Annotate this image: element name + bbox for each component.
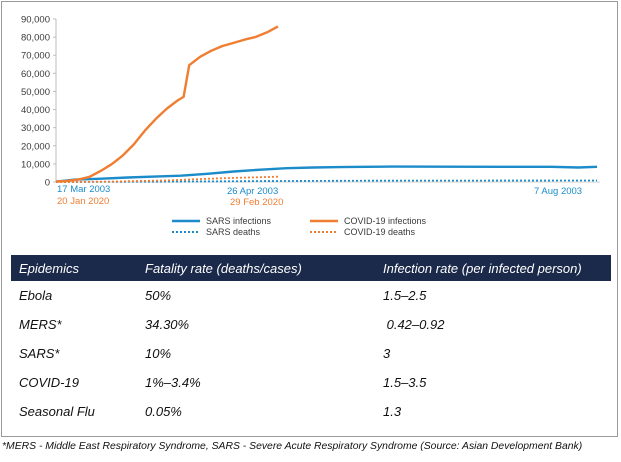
- y-tick-label: 90,000: [21, 15, 50, 26]
- cell-fatality-rate: 50%: [145, 288, 172, 303]
- cell-infection-rate: 3: [383, 346, 391, 361]
- x-label-covid-start: 20 Jan 2020: [57, 196, 109, 207]
- y-tick-label: 30,000: [21, 123, 50, 134]
- covid-deaths-line: [55, 175, 279, 183]
- legend-label-covid-deaths: COVID-19 deaths: [344, 227, 416, 237]
- x-axis-labels: 17 Mar 2003 20 Jan 2020 26 Apr 2003 29 F…: [57, 184, 582, 208]
- legend-label-sars-deaths: SARS deaths: [206, 227, 261, 237]
- y-tick-label: 20,000: [21, 141, 50, 152]
- y-tick-label: 70,000: [21, 51, 50, 62]
- cell-infection-rate: 1.5–2.5: [383, 288, 427, 303]
- header-infection-rate: Infection rate (per infected person): [383, 260, 582, 276]
- sars-infections-line: [55, 165, 598, 183]
- cell-fatality-rate: 34.30%: [145, 317, 190, 332]
- x-label-sars-mid: 26 Apr 2003: [227, 186, 278, 197]
- epidemics-table: Epidemics Fatality rate (deaths/cases) I…: [11, 255, 611, 426]
- covid-infections-line: [55, 25, 279, 183]
- table-row: COVID-19 1%–3.4% 1.5–3.5: [11, 368, 611, 397]
- table-header-row: Epidemics Fatality rate (deaths/cases) I…: [11, 255, 611, 281]
- cell-epidemic: SARS*: [19, 346, 60, 361]
- y-tick-label: 10,000: [21, 159, 50, 170]
- x-label-sars-start: 17 Mar 2003: [57, 184, 110, 195]
- cell-infection-rate: 1.3: [383, 404, 402, 419]
- legend: SARS infections SARS deaths COVID-19 inf…: [172, 216, 427, 237]
- legend-label-covid-infections: COVID-19 infections: [344, 216, 427, 226]
- table-row: Ebola 50% 1.5–2.5: [11, 281, 611, 310]
- y-axis-ticks: 0 10,000 20,000 30,000 40,000 50,000 60,000 70,…: [21, 15, 600, 189]
- y-tick-label: 50,000: [21, 87, 50, 98]
- cell-epidemic: Ebola: [19, 288, 53, 303]
- cell-fatality-rate: 0.05%: [145, 404, 182, 419]
- legend-label-sars-infections: SARS infections: [206, 216, 272, 226]
- line-chart: 0 10,000 20,000 30,000 40,000 50,000 60,000 70,…: [21, 15, 600, 237]
- table-row: Seasonal Flu 0.05% 1.3: [11, 397, 611, 426]
- header-epidemics: Epidemics: [19, 260, 79, 276]
- cell-epidemic: Seasonal Flu: [19, 404, 95, 419]
- source-footnote: *MERS - Middle East Respiratory Syndrome…: [2, 441, 583, 452]
- table-row: SARS* 10% 3: [11, 339, 611, 368]
- figure-frame: [1, 1, 618, 437]
- y-tick-label: 60,000: [21, 69, 50, 80]
- cell-infection-rate: 0.42–0.92: [383, 317, 445, 332]
- y-tick-label: 0: [45, 178, 50, 189]
- y-tick-label: 40,000: [21, 105, 50, 116]
- sars-deaths-line: [55, 179, 598, 183]
- cell-fatality-rate: 10%: [145, 346, 172, 361]
- cell-fatality-rate: 1%–3.4%: [145, 375, 201, 390]
- table-row: MERS* 34.30% 0.42–0.92: [11, 310, 611, 339]
- x-label-sars-end: 7 Aug 2003: [534, 186, 582, 197]
- cell-infection-rate: 1.5–3.5: [383, 375, 427, 390]
- cell-epidemic: COVID-19: [19, 375, 79, 390]
- series-lines: [55, 25, 598, 183]
- x-label-covid-end: 29 Feb 2020: [230, 197, 283, 208]
- y-tick-label: 80,000: [21, 33, 50, 44]
- header-fatality-rate: Fatality rate (deaths/cases): [145, 260, 302, 276]
- cell-epidemic: MERS*: [19, 317, 62, 332]
